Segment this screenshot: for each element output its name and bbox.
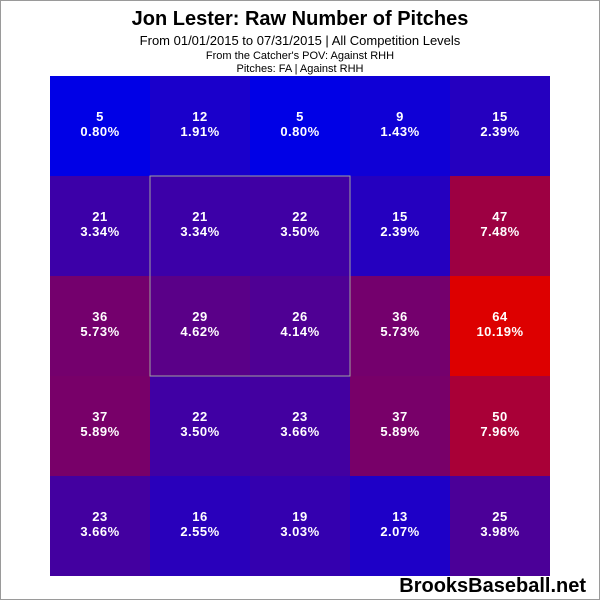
cell-percent-r1-c0: 3.34% <box>80 224 119 239</box>
heatmap-cell-r4-c0 <box>50 476 150 576</box>
cell-percent-r3-c1: 3.50% <box>180 424 219 439</box>
heatmap-cell-r0-c2 <box>250 76 350 176</box>
cell-count-r1-c2: 22 <box>292 209 307 224</box>
cell-count-r4-c0: 23 <box>92 509 107 524</box>
cell-percent-r1-c1: 3.34% <box>180 224 219 239</box>
cell-percent-r2-c0: 5.73% <box>80 324 119 339</box>
cell-count-r0-c0: 5 <box>96 109 104 124</box>
chart-note-pitches: Pitches: FA | Against RHH <box>236 63 364 75</box>
heatmap-cell-r3-c0 <box>50 376 150 476</box>
cell-percent-r1-c3: 2.39% <box>380 224 419 239</box>
cell-count-r2-c0: 36 <box>92 309 107 324</box>
heatmap-cell-r4-c3 <box>350 476 450 576</box>
heatmap-cell-r1-c4 <box>450 176 550 276</box>
cell-percent-r2-c2: 4.14% <box>280 324 319 339</box>
cell-count-r4-c2: 19 <box>292 509 307 524</box>
heatmap-cell-r0-c4 <box>450 76 550 176</box>
cell-count-r1-c3: 15 <box>392 209 407 224</box>
cell-count-r3-c3: 37 <box>392 409 407 424</box>
cell-count-r4-c3: 13 <box>392 509 407 524</box>
heatmap-cell-r3-c4 <box>450 376 550 476</box>
heatmap-cell-r1-c3 <box>350 176 450 276</box>
heatmap-cell-r3-c2 <box>250 376 350 476</box>
cell-percent-r4-c0: 3.66% <box>80 524 119 539</box>
heatmap-cell-r2-c3 <box>350 276 450 376</box>
cell-percent-r2-c1: 4.62% <box>180 324 219 339</box>
chart-subtitle: From 01/01/2015 to 07/31/2015 | All Comp… <box>139 33 461 48</box>
cell-count-r3-c4: 50 <box>492 409 507 424</box>
cell-percent-r0-c3: 1.43% <box>380 124 419 139</box>
cell-count-r4-c1: 16 <box>192 509 207 524</box>
cell-count-r3-c2: 23 <box>292 409 307 424</box>
heatmap-cell-r2-c2 <box>250 276 350 376</box>
cell-count-r1-c4: 47 <box>492 209 507 224</box>
cell-percent-r3-c2: 3.66% <box>280 424 319 439</box>
cell-percent-r0-c4: 2.39% <box>480 124 519 139</box>
cell-percent-r2-c4: 10.19% <box>476 324 523 339</box>
cell-percent-r2-c3: 5.73% <box>380 324 419 339</box>
heatmap-cell-r0-c1 <box>150 76 250 176</box>
cell-percent-r1-c4: 7.48% <box>480 224 519 239</box>
cell-percent-r4-c3: 2.07% <box>380 524 419 539</box>
heatmap-cell-r1-c2 <box>250 176 350 276</box>
cell-percent-r1-c2: 3.50% <box>280 224 319 239</box>
cell-count-r2-c1: 29 <box>192 309 207 324</box>
cell-count-r4-c4: 25 <box>492 509 507 524</box>
heatmap-cell-r0-c3 <box>350 76 450 176</box>
strike-zone-box <box>149 175 351 377</box>
heatmap-cell-r4-c2 <box>250 476 350 576</box>
cell-count-r2-c2: 26 <box>292 309 307 324</box>
heatmap-cell-r0-c0 <box>50 76 150 176</box>
heatmap-cell-r1-c0 <box>50 176 150 276</box>
heatmap-cell-r2-c1 <box>150 276 250 376</box>
heatmap-cell-r2-c4 <box>450 276 550 376</box>
cell-percent-r4-c1: 2.55% <box>180 524 219 539</box>
cell-count-r1-c1: 21 <box>192 209 207 224</box>
cell-percent-r0-c2: 0.80% <box>280 124 319 139</box>
heatmap-cell-r4-c4 <box>450 476 550 576</box>
cell-percent-r3-c4: 7.96% <box>480 424 519 439</box>
cell-count-r0-c3: 9 <box>396 109 404 124</box>
cell-count-r0-c4: 15 <box>492 109 507 124</box>
cell-count-r1-c0: 21 <box>92 209 107 224</box>
heatmap-cell-r3-c3 <box>350 376 450 476</box>
cell-count-r3-c0: 37 <box>92 409 107 424</box>
cell-count-r0-c1: 12 <box>192 109 207 124</box>
heatmap-cell-r1-c1 <box>150 176 250 276</box>
cell-percent-r0-c1: 1.91% <box>180 124 219 139</box>
heatmap-cell-r3-c1 <box>150 376 250 476</box>
cell-count-r0-c2: 5 <box>296 109 304 124</box>
chart-note-pov: From the Catcher's POV: Against RHH <box>205 50 395 62</box>
cell-count-r3-c1: 22 <box>192 409 207 424</box>
cell-percent-r4-c4: 3.98% <box>480 524 519 539</box>
cell-count-r2-c4: 64 <box>492 309 508 324</box>
cell-percent-r0-c0: 0.80% <box>80 124 119 139</box>
cell-percent-r3-c3: 5.89% <box>380 424 419 439</box>
brooks-baseball-watermark: BrooksBaseball.net <box>399 575 586 597</box>
heatmap-cell-r2-c0 <box>50 276 150 376</box>
cell-percent-r3-c0: 5.89% <box>80 424 119 439</box>
heatmap-cell-r4-c1 <box>150 476 250 576</box>
cell-count-r2-c3: 36 <box>392 309 407 324</box>
chart-title: Jon Lester: Raw Number of Pitches <box>131 8 469 30</box>
cell-percent-r4-c2: 3.03% <box>280 524 319 539</box>
